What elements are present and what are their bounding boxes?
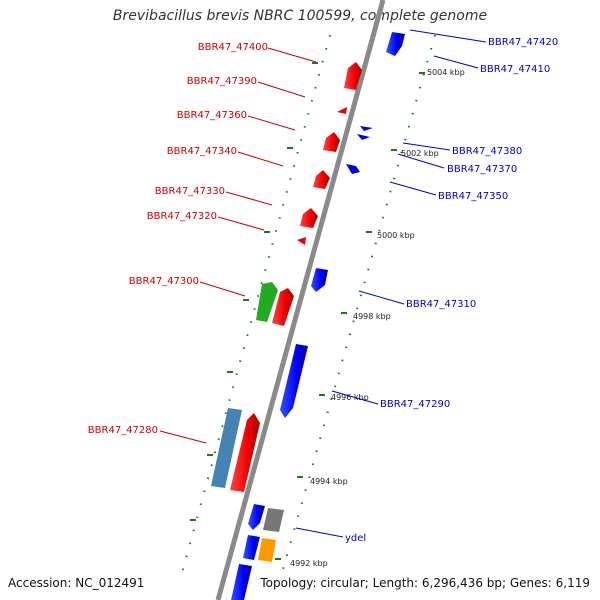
minus-strand-genes [231,32,405,600]
gene-label-BBR47_47330[interactable]: BBR47_47330 [155,186,225,197]
tick-label-5000: 5000 kbp [377,231,415,240]
gene-orange[interactable] [258,538,276,562]
genome-backbone [215,0,386,600]
gene-BBR47_47340[interactable] [323,132,340,152]
gene-steelblue[interactable] [211,408,242,488]
gene-ydel[interactable] [248,504,265,530]
gene-label-BBR47_47370[interactable]: BBR47_47370 [447,164,517,175]
gene-label-BBR47_47400[interactable]: BBR47_47400 [198,42,268,53]
leader-lines [159,29,487,538]
gene-BBR47_47280[interactable] [230,413,260,492]
gene-label-BBR47_47280[interactable]: BBR47_47280 [88,425,158,436]
gene-label-BBR47_47360[interactable]: BBR47_47360 [177,110,247,121]
plus-strand-genes [211,62,362,562]
gene-BBR47_47320[interactable] [300,208,318,228]
tick-label-5002: 5002 kbp [401,149,439,158]
gene-BBR47_47310-small[interactable] [297,237,306,245]
gene-blue-lower-2[interactable] [231,564,252,600]
gene-BBR47_47350[interactable] [346,164,360,174]
accession-label: Accession: NC_012491 [8,576,145,590]
gene-label-BBR47_47380[interactable]: BBR47_47380 [452,146,522,157]
tick-label-4996: 4996 kbp [331,393,369,402]
tick-label-4998: 4998 kbp [353,312,391,321]
tick-label-4994: 4994 kbp [310,477,348,486]
genome-title: Brevibacillus brevis NBRC 100599, comple… [112,8,488,24]
tick-label-5004: 5004 kbp [427,68,465,77]
gene-BBR47_47380[interactable] [360,126,373,131]
gene-label-BBR47_47310[interactable]: BBR47_47310 [406,299,476,310]
scale-ticks [190,62,425,560]
gene-label-BBR47_47410[interactable]: BBR47_47410 [480,64,550,75]
gene-BBR47_47310[interactable] [311,268,328,292]
gene-BBR47_47420[interactable] [386,32,405,56]
gene-label-BBR47_47290[interactable]: BBR47_47290 [380,399,450,410]
gene-BBR47_47370[interactable] [357,134,370,140]
gene-label-BBR47_47340[interactable]: BBR47_47340 [167,146,237,157]
gene-blue-lower-1[interactable] [243,535,260,560]
gene-BBR47_47330[interactable] [313,170,330,189]
gene-BBR47_47300[interactable] [272,288,294,326]
tick-label-4992: 4992 kbp [290,559,328,568]
gene-label-BBR47_47390[interactable]: BBR47_47390 [187,76,257,87]
gene-label-BBR47_47320[interactable]: BBR47_47320 [147,211,217,222]
gene-BBR47_47400[interactable] [344,62,362,90]
gene-gray[interactable] [263,508,284,532]
gene-BBR47_47360[interactable] [337,107,347,114]
gene-label-ydel[interactable]: ydel [345,533,366,544]
gene-BBR47_47290[interactable] [280,344,308,418]
gene-label-BBR47_47300[interactable]: BBR47_47300 [129,276,199,287]
topology-label: Topology: circular; Length: 6,296,436 bp… [260,576,590,590]
gene-green[interactable] [256,282,278,322]
gene-label-BBR47_47420[interactable]: BBR47_47420 [488,37,558,48]
gene-label-BBR47_47350[interactable]: BBR47_47350 [438,191,508,202]
